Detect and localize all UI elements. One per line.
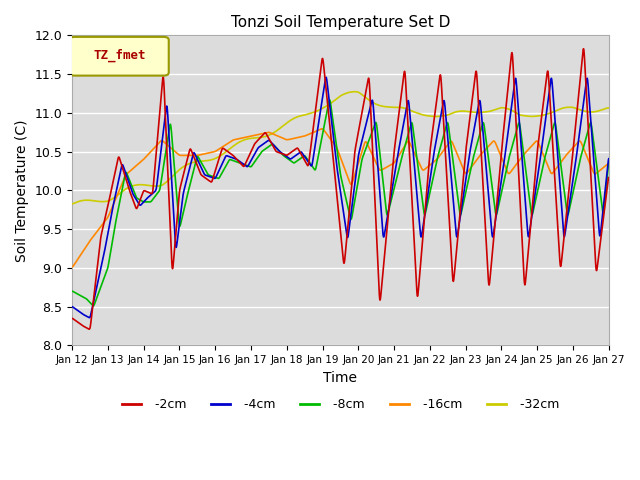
X-axis label: Time: Time bbox=[323, 371, 358, 384]
Legend:  -2cm,  -4cm,  -8cm,  -16cm,  -32cm: -2cm, -4cm, -8cm, -16cm, -32cm bbox=[117, 394, 564, 417]
Y-axis label: Soil Temperature (C): Soil Temperature (C) bbox=[15, 119, 29, 262]
Text: TZ_fmet: TZ_fmet bbox=[93, 49, 146, 62]
Title: Tonzi Soil Temperature Set D: Tonzi Soil Temperature Set D bbox=[231, 15, 450, 30]
FancyBboxPatch shape bbox=[70, 37, 169, 76]
